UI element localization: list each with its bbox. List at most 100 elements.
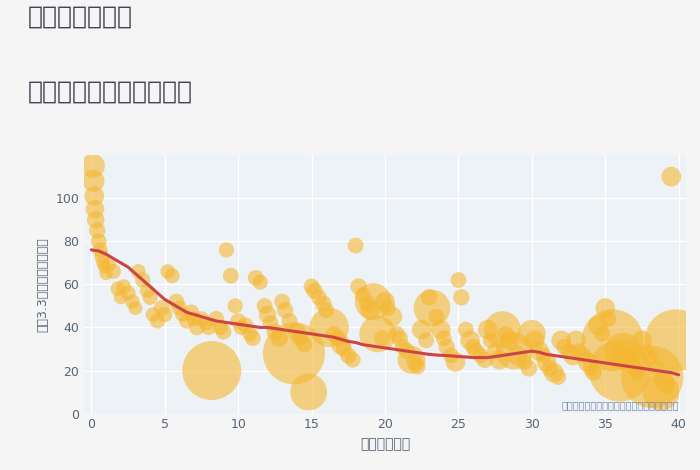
Point xyxy=(97,259,108,266)
Point xyxy=(526,330,538,337)
Point xyxy=(445,352,456,359)
Point xyxy=(391,330,402,337)
Point xyxy=(247,335,258,342)
Point xyxy=(494,356,505,363)
Point xyxy=(368,298,379,306)
Point xyxy=(519,358,530,366)
Point xyxy=(544,365,555,372)
Point xyxy=(177,311,188,318)
Point xyxy=(206,367,217,374)
Point xyxy=(220,246,232,254)
Point xyxy=(585,365,596,372)
Point xyxy=(186,309,197,316)
Point xyxy=(137,276,148,284)
Point xyxy=(615,367,626,374)
Point xyxy=(512,352,523,359)
Point xyxy=(553,373,564,381)
Point xyxy=(162,267,174,275)
Point xyxy=(274,335,285,342)
X-axis label: 築年数（年）: 築年数（年） xyxy=(360,437,410,451)
Point xyxy=(115,293,126,301)
Point xyxy=(265,320,276,327)
Point xyxy=(485,337,496,344)
Point xyxy=(99,263,110,271)
Point xyxy=(171,298,182,306)
Point xyxy=(88,177,99,185)
Point xyxy=(306,283,317,290)
Point xyxy=(470,347,482,355)
Point xyxy=(377,335,388,342)
Point xyxy=(475,352,486,359)
Point xyxy=(533,347,545,355)
Point xyxy=(90,205,101,213)
Point xyxy=(651,365,662,372)
Point xyxy=(167,272,178,280)
Point xyxy=(259,302,270,310)
Point xyxy=(489,347,500,355)
Point xyxy=(365,306,376,314)
Point xyxy=(284,317,295,325)
Point xyxy=(500,330,511,337)
Point xyxy=(353,283,364,290)
Point xyxy=(592,321,603,329)
Point xyxy=(416,326,427,333)
Point xyxy=(424,293,435,301)
Point xyxy=(270,328,281,336)
Point xyxy=(480,356,491,363)
Point xyxy=(567,352,578,359)
Point xyxy=(644,354,655,361)
Point xyxy=(90,216,101,223)
Point xyxy=(159,311,170,318)
Point xyxy=(529,337,540,344)
Point xyxy=(541,358,552,366)
Point xyxy=(465,337,476,344)
Point xyxy=(328,330,339,337)
Point xyxy=(397,343,408,351)
Point xyxy=(430,313,442,321)
Point xyxy=(156,304,167,312)
Point xyxy=(188,315,199,322)
Point xyxy=(118,283,130,290)
Point xyxy=(203,324,214,331)
Point xyxy=(347,356,358,363)
Y-axis label: 坪（3.3㎡）単価（万円）: 坪（3.3㎡）単価（万円） xyxy=(36,237,50,332)
Point xyxy=(262,311,273,318)
Point xyxy=(211,315,222,322)
Point xyxy=(235,324,246,331)
Point xyxy=(548,369,559,376)
Point xyxy=(435,326,447,333)
Point xyxy=(130,304,141,312)
Point xyxy=(338,345,349,352)
Point xyxy=(141,287,153,295)
Point xyxy=(456,293,467,301)
Point xyxy=(578,352,589,359)
Point xyxy=(441,343,452,351)
Point xyxy=(299,341,310,348)
Point xyxy=(662,382,673,389)
Point xyxy=(570,337,582,344)
Point xyxy=(89,192,100,200)
Point xyxy=(426,304,438,312)
Point xyxy=(438,335,449,342)
Point xyxy=(563,347,574,355)
Point xyxy=(288,350,300,357)
Point xyxy=(255,278,266,286)
Point xyxy=(127,298,138,306)
Point xyxy=(294,335,305,342)
Point xyxy=(524,365,535,372)
Point xyxy=(93,237,104,245)
Point xyxy=(215,324,226,331)
Point xyxy=(453,276,464,284)
Point xyxy=(603,315,614,322)
Point xyxy=(421,337,432,344)
Point xyxy=(279,306,290,314)
Point xyxy=(406,356,417,363)
Point xyxy=(181,317,193,325)
Point xyxy=(303,388,314,396)
Point xyxy=(372,330,384,337)
Point xyxy=(626,358,637,366)
Point xyxy=(96,252,107,260)
Point xyxy=(92,227,103,234)
Point xyxy=(332,335,344,342)
Point xyxy=(617,347,629,355)
